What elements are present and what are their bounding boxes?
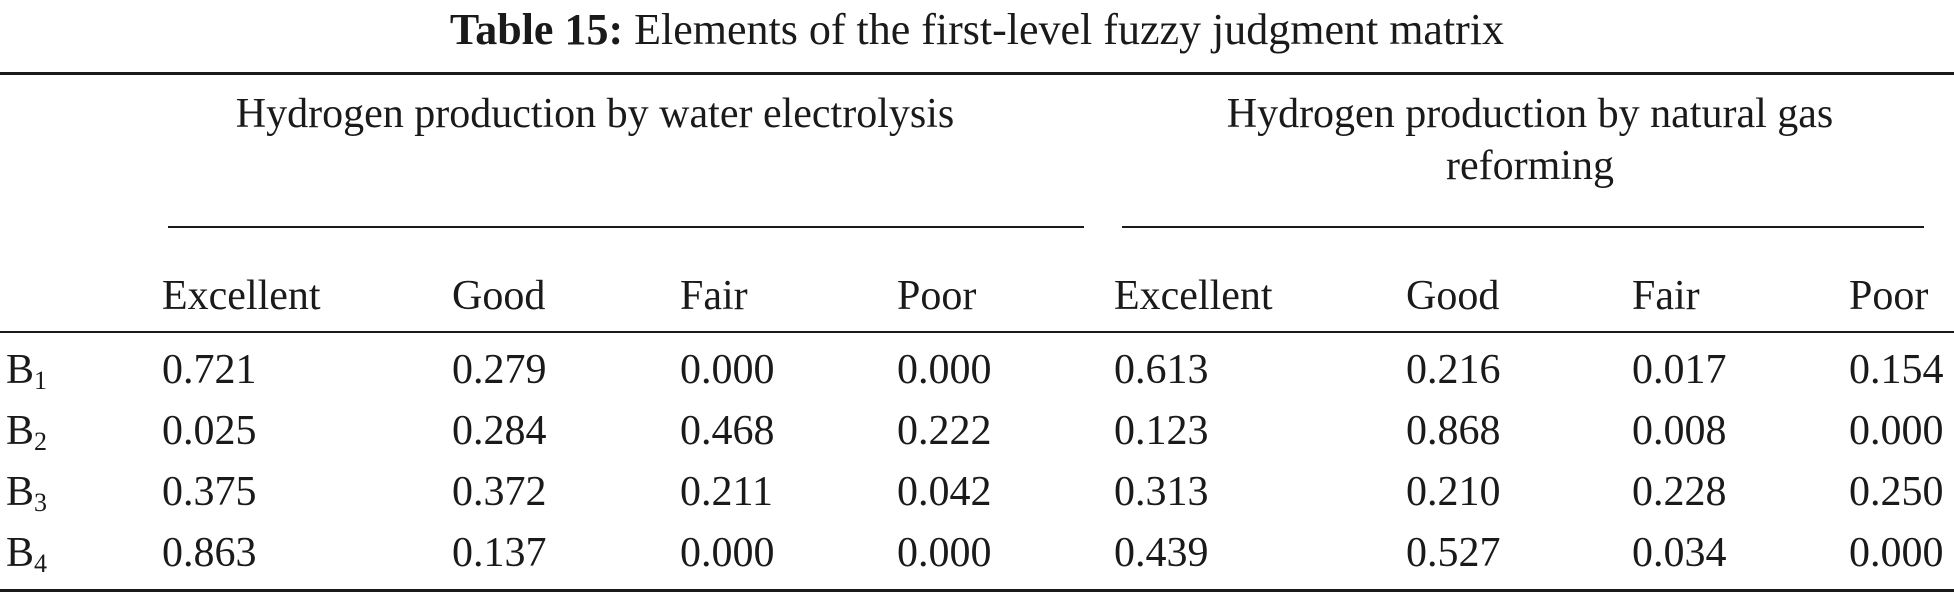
table-cell: 0.137 (452, 530, 547, 576)
table-cell: 0.000 (680, 530, 775, 576)
table-cell: 0.042 (897, 469, 992, 515)
table-cell: 0.123 (1114, 408, 1209, 454)
table-cell: 0.034 (1632, 530, 1727, 576)
column-header: Excellent (162, 273, 321, 319)
table-cell: 0.000 (1849, 408, 1944, 454)
table-cell: 0.527 (1406, 530, 1501, 576)
table-cell: 0.000 (897, 530, 992, 576)
row-label-subscript: 2 (34, 427, 48, 456)
table-cell: 0.008 (1632, 408, 1727, 454)
table-cell: 0.468 (680, 408, 775, 454)
table-cell: 0.000 (1849, 530, 1944, 576)
column-header: Poor (897, 273, 977, 319)
column-header: Good (1406, 273, 1500, 319)
row-label-subscript: 1 (34, 366, 48, 395)
table-cell: 0.613 (1114, 347, 1209, 393)
table-cell: 0.211 (680, 469, 773, 515)
table-caption: Table 15: Elements of the first-level fu… (0, 4, 1954, 56)
table-cell: 0.721 (162, 347, 257, 393)
group-underline-water-electrolysis (168, 226, 1084, 228)
row-label: B2 (6, 405, 47, 468)
table-cell: 0.216 (1406, 347, 1501, 393)
table-cell: 0.279 (452, 347, 547, 393)
table-cell: 0.372 (452, 469, 547, 515)
caption-label: Table 15: (449, 5, 624, 54)
column-header: Good (452, 273, 546, 319)
group-header-natural-gas-reforming: Hydrogen production by natural gas refor… (1226, 91, 1834, 189)
caption-text: Elements of the first-level fuzzy judgme… (634, 5, 1505, 54)
table-cell: 0.000 (897, 347, 992, 393)
table-cell: 0.250 (1849, 469, 1944, 515)
table-cell: 0.439 (1114, 530, 1209, 576)
table-cell: 0.222 (897, 408, 992, 454)
table-cell: 0.017 (1632, 347, 1727, 393)
column-header: Fair (1632, 273, 1700, 319)
row-label: B1 (6, 344, 47, 407)
row-label-letter: B (6, 530, 35, 576)
row-label-subscript: 3 (34, 488, 48, 517)
table-cell: 0.228 (1632, 469, 1727, 515)
row-label: B3 (6, 466, 47, 529)
row-label-letter: B (6, 408, 35, 454)
row-label-letter: B (6, 469, 35, 515)
group-underline-natural-gas-reforming (1122, 226, 1924, 228)
table-cell: 0.000 (680, 347, 775, 393)
column-header: Poor (1849, 273, 1929, 319)
table-cell: 0.154 (1849, 347, 1944, 393)
row-label: B4 (6, 527, 47, 590)
column-header: Fair (680, 273, 748, 319)
header-rule (0, 331, 1954, 333)
table-cell: 0.863 (162, 530, 257, 576)
table-cell: 0.284 (452, 408, 547, 454)
group-header-water-electrolysis: Hydrogen production by water electrolysi… (235, 91, 955, 137)
table-cell: 0.210 (1406, 469, 1501, 515)
table-cell: 0.025 (162, 408, 257, 454)
table-cell: 0.868 (1406, 408, 1501, 454)
row-label-subscript: 4 (34, 549, 48, 578)
table-cell: 0.313 (1114, 469, 1209, 515)
top-rule (0, 72, 1954, 75)
table-cell: 0.375 (162, 469, 257, 515)
column-header: Excellent (1114, 273, 1273, 319)
bottom-rule (0, 589, 1954, 592)
row-label-letter: B (6, 347, 35, 393)
